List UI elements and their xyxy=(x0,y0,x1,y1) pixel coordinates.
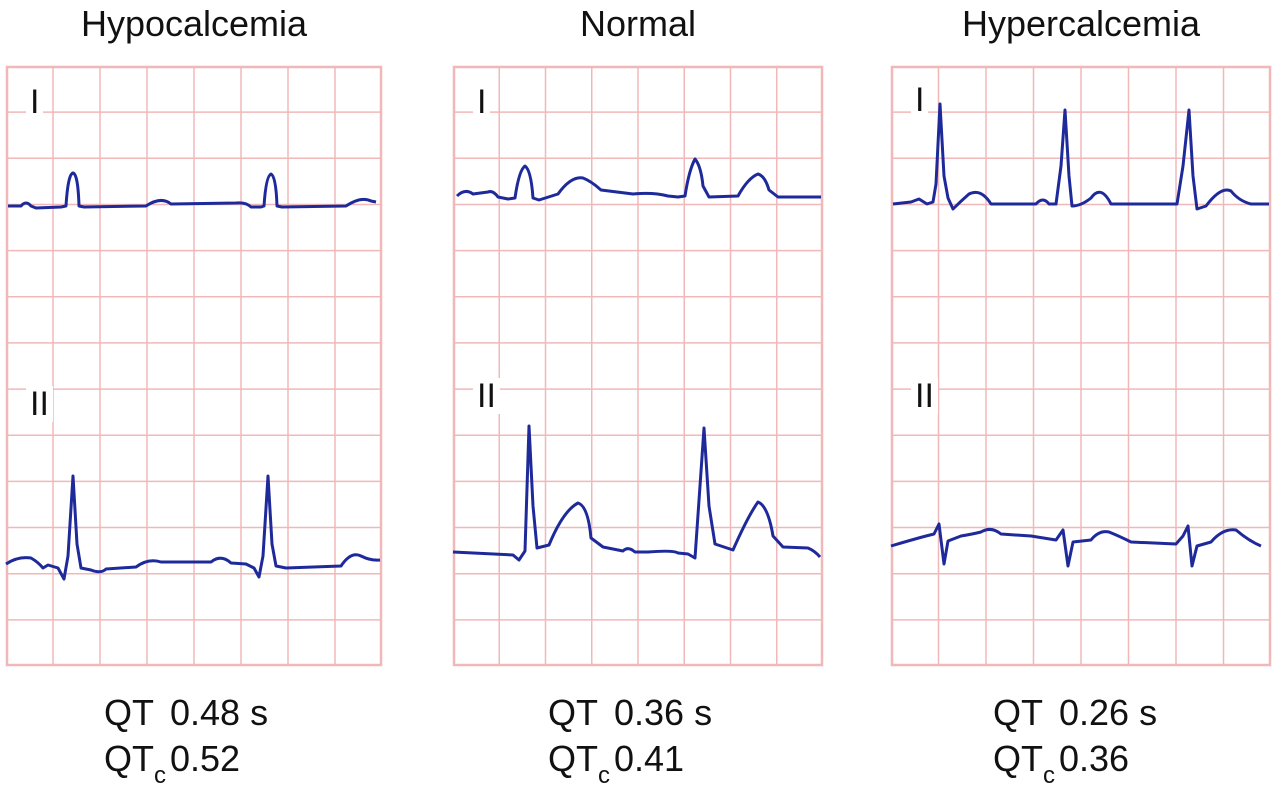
lead-label-II: II xyxy=(26,386,53,422)
qtc-value: 0.41 xyxy=(614,738,685,779)
caption-hypocalcemia: QT 0.48 s QTc 0.52 xyxy=(104,690,268,789)
caption-hypercalcemia: QT 0.26 s QTc 0.36 xyxy=(993,690,1157,789)
qtc-line: QTc 0.41 xyxy=(548,736,712,789)
title-hypocalcemia: Hypocalcemia xyxy=(80,3,308,44)
title-normal: Normal xyxy=(579,3,696,44)
qt-line: QT 0.36 s xyxy=(548,690,712,736)
ecg-strip-normal xyxy=(452,65,824,667)
qtc-label: QT xyxy=(993,738,1043,779)
ecg-grid xyxy=(890,65,1272,667)
qtc-value: 0.36 xyxy=(1059,738,1130,779)
qtc-line: QTc 0.52 xyxy=(104,736,268,789)
lead-I-trace xyxy=(892,102,1269,211)
lead-label-II: II xyxy=(911,378,938,414)
ecg-strip-hypercalcemia xyxy=(890,65,1272,667)
caption-normal: QT 0.36 s QTc 0.41 xyxy=(548,690,712,789)
ecg-grid xyxy=(452,65,824,667)
qtc-value: 0.52 xyxy=(170,738,241,779)
qt-value: 0.48 s xyxy=(170,692,269,733)
lead-label-I: I xyxy=(26,84,44,120)
qtc-line: QTc 0.36 xyxy=(993,736,1157,789)
ecg-panel-hypercalcemia: I II xyxy=(890,65,1272,667)
lead-II-trace xyxy=(452,424,822,562)
ecg-panel-normal: I II xyxy=(452,65,824,667)
lead-II-trace xyxy=(890,522,1262,568)
qt-value: 0.36 s xyxy=(614,692,713,733)
lead-label-I: I xyxy=(911,82,929,118)
ecg-panel-hypocalcemia: I II xyxy=(5,65,383,667)
qt-value: 0.26 s xyxy=(1059,692,1158,733)
lead-label-I: I xyxy=(473,84,491,120)
lead-I-trace xyxy=(8,171,377,210)
qt-label: QT xyxy=(104,692,154,733)
qtc-subscript: c xyxy=(154,762,166,789)
ecg-strip-hypocalcemia xyxy=(5,65,383,667)
qt-label: QT xyxy=(993,692,1043,733)
lead-label-II: II xyxy=(473,378,500,414)
lead-I-trace xyxy=(455,157,821,202)
title-hypercalcemia: Hypercalcemia xyxy=(961,3,1201,44)
qtc-label: QT xyxy=(548,738,598,779)
qt-line: QT 0.48 s xyxy=(104,690,268,736)
qt-line: QT 0.26 s xyxy=(993,690,1157,736)
qtc-label: QT xyxy=(104,738,154,779)
qt-label: QT xyxy=(548,692,598,733)
qtc-subscript: c xyxy=(598,762,610,789)
qtc-subscript: c xyxy=(1043,762,1055,789)
lead-II-trace xyxy=(5,474,381,581)
